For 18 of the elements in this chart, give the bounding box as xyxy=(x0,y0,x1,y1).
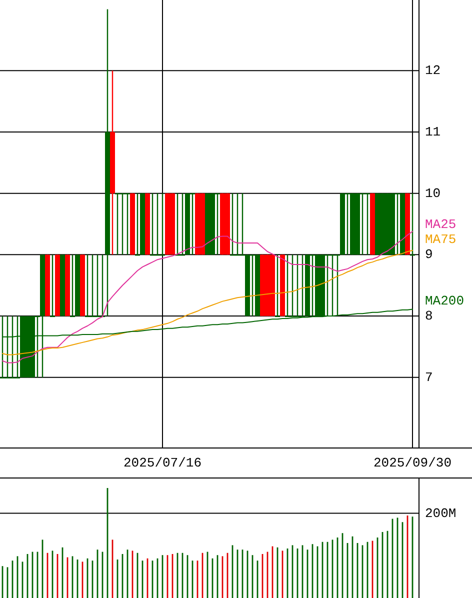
candlestick xyxy=(135,192,140,256)
y-tick-label: 8 xyxy=(425,308,433,324)
y-tick-label: 11 xyxy=(425,124,441,140)
y-tick-label: 9 xyxy=(425,247,433,262)
x-tick-label: 2025/09/30 xyxy=(373,456,452,470)
series-label: MA200 xyxy=(425,294,464,309)
candlestick xyxy=(410,192,415,256)
series-label: MA25 xyxy=(425,217,456,232)
line-series xyxy=(2,250,413,356)
y-tick-label: 12 xyxy=(425,63,441,78)
series-label: MA75 xyxy=(425,232,456,248)
y-tick-label: 10 xyxy=(425,186,441,201)
y-tick-label: 7 xyxy=(425,370,433,385)
x-tick-label: 2025/07/16 xyxy=(123,456,202,470)
line-series xyxy=(2,230,413,364)
candlestick xyxy=(50,254,55,318)
ref-line-label: 200M xyxy=(425,506,456,521)
candlestick xyxy=(70,254,75,318)
